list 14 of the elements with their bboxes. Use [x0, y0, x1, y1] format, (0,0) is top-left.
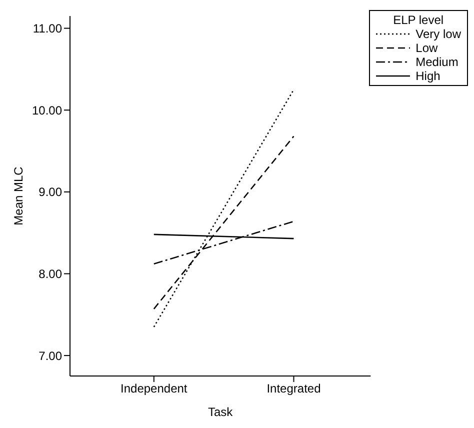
y-tick-label: 7.00 [38, 348, 62, 363]
x-axis-title: Task [208, 405, 234, 419]
y-tick-label: 10.00 [32, 103, 62, 118]
legend-label: Medium [416, 55, 458, 69]
y-tick-label: 9.00 [38, 185, 62, 200]
legend-label: High [416, 69, 440, 83]
legend-label: Low [416, 41, 438, 55]
y-tick-label: 8.00 [38, 266, 62, 281]
legend-title: ELP level [392, 13, 445, 27]
y-axis-title: Mean MLC [11, 166, 26, 226]
legend-label: Very low [416, 27, 461, 41]
y-tick-label: 11.00 [32, 22, 62, 36]
x-tick-label: Integrated [266, 382, 321, 396]
x-tick-label: Independent [120, 382, 188, 396]
